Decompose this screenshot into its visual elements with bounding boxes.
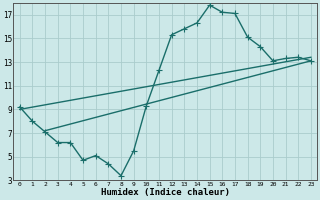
X-axis label: Humidex (Indice chaleur): Humidex (Indice chaleur): [101, 188, 230, 197]
